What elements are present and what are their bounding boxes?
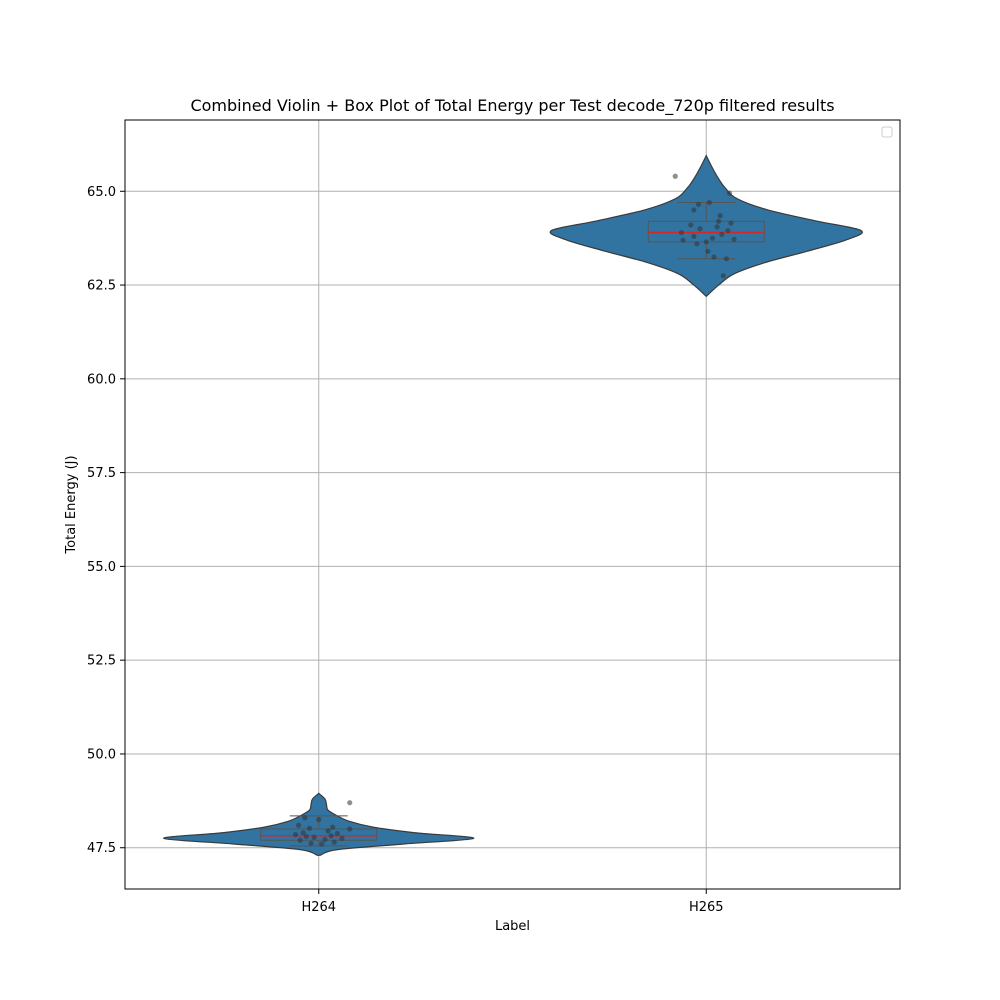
data-point [306,825,313,831]
data-points [292,173,737,847]
data-point [695,201,702,208]
data-point [706,199,712,206]
grid-lines [125,120,900,889]
y-tick-label: 65.0 [87,185,116,200]
data-point [716,218,722,224]
data-point [731,236,737,242]
data-point [725,228,731,234]
y-tick-label: 60.0 [87,372,116,387]
data-point [334,830,340,837]
data-point [347,800,353,806]
data-point [711,254,717,260]
y-tick-label: 55.0 [87,560,116,575]
data-point [688,222,694,228]
data-point [319,841,325,847]
data-point [330,824,336,830]
x-tick-label: H265 [689,900,724,915]
data-point [691,233,697,239]
data-point [720,273,726,279]
data-point [672,173,678,179]
data-point [300,830,306,836]
data-point [311,834,317,840]
data-point [316,817,322,823]
data-point [709,235,716,241]
y-axis-label: Total Energy (J) [64,455,79,554]
data-point [726,190,733,196]
y-tick-label: 50.0 [87,747,116,762]
data-point [728,220,734,226]
y-tick-label: 47.5 [87,841,116,856]
data-point [331,839,337,845]
data-point [322,836,328,843]
plot-frame [124,119,901,890]
data-point [297,837,303,843]
data-point [723,256,730,262]
data-point [678,229,685,236]
x-tick-label: H264 [301,900,336,915]
data-point [694,241,700,247]
data-point [703,239,709,245]
x-axis-label: Label [495,919,530,934]
data-point [717,213,723,219]
data-point [680,237,686,243]
data-point [719,231,725,238]
data-point [292,832,299,838]
violin-h265 [549,154,863,298]
data-point [303,833,309,840]
data-point [308,840,314,846]
axis-ticks: 47.5 50.0 52.5 55.0 57.5 60.0 62.5 65.0 H264 H265 [87,185,724,915]
data-point [302,815,308,821]
data-point [296,822,302,828]
y-tick-label: 62.5 [87,279,116,294]
data-point [339,835,345,841]
data-point [325,828,331,834]
data-point [347,826,353,832]
data-point [714,224,720,230]
data-point [697,226,703,232]
chart-title: Combined Violin + Box Plot of Total Ener… [190,96,834,116]
data-point [705,248,711,254]
legend-box [881,126,893,138]
box-h264 [260,828,378,841]
data-point [328,833,334,839]
data-point [691,207,697,213]
y-tick-label: 57.5 [87,466,116,481]
y-tick-label: 52.5 [87,654,116,669]
